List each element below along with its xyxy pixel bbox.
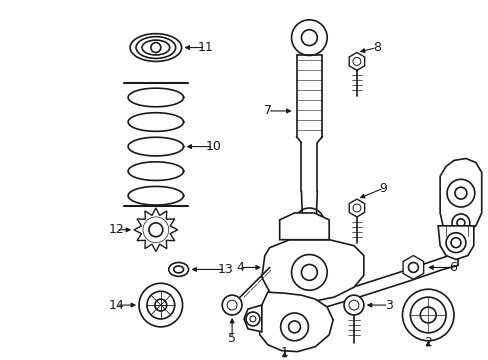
Text: 13: 13 xyxy=(217,263,233,276)
Text: 10: 10 xyxy=(205,140,221,153)
Polygon shape xyxy=(437,226,473,260)
Circle shape xyxy=(139,283,182,327)
Circle shape xyxy=(280,313,308,341)
Text: 14: 14 xyxy=(108,298,124,311)
Polygon shape xyxy=(439,158,481,236)
Text: 5: 5 xyxy=(228,332,236,345)
Circle shape xyxy=(344,295,363,315)
Circle shape xyxy=(402,289,453,341)
Circle shape xyxy=(451,214,469,232)
Ellipse shape xyxy=(130,34,181,62)
Text: 4: 4 xyxy=(236,261,244,274)
Circle shape xyxy=(445,233,465,253)
Text: 7: 7 xyxy=(263,104,271,117)
Polygon shape xyxy=(257,292,332,352)
Text: 6: 6 xyxy=(448,261,456,274)
Text: 8: 8 xyxy=(372,41,380,54)
Polygon shape xyxy=(261,240,363,302)
Text: 1: 1 xyxy=(280,346,288,359)
Polygon shape xyxy=(244,305,261,332)
Text: 12: 12 xyxy=(108,223,124,236)
Text: 9: 9 xyxy=(379,182,387,195)
Polygon shape xyxy=(348,199,364,217)
Circle shape xyxy=(291,255,326,290)
Polygon shape xyxy=(279,213,328,240)
Circle shape xyxy=(446,179,474,207)
Polygon shape xyxy=(402,256,423,279)
Ellipse shape xyxy=(168,262,188,276)
Circle shape xyxy=(222,295,242,315)
Text: 3: 3 xyxy=(384,298,392,311)
Circle shape xyxy=(291,20,326,55)
Text: 11: 11 xyxy=(197,41,213,54)
Circle shape xyxy=(294,208,324,238)
Polygon shape xyxy=(134,208,177,252)
Text: 2: 2 xyxy=(424,336,431,349)
Polygon shape xyxy=(348,53,364,70)
Circle shape xyxy=(245,312,259,326)
